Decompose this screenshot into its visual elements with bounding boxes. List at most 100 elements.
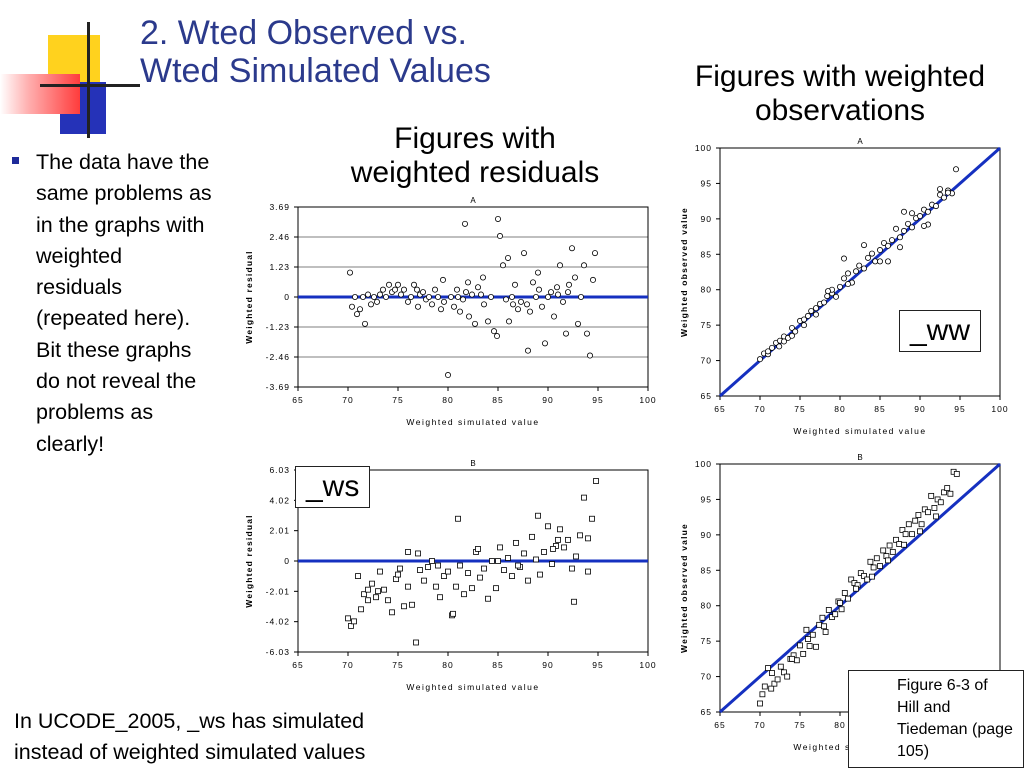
data-point bbox=[538, 303, 545, 310]
data-point bbox=[494, 215, 501, 222]
y-tick-label: 70 bbox=[701, 356, 712, 366]
data-point bbox=[397, 291, 404, 298]
x-tick-label: 65 bbox=[714, 720, 725, 730]
data-point bbox=[565, 281, 572, 288]
data-point bbox=[837, 599, 843, 606]
data-point bbox=[373, 298, 380, 305]
data-point bbox=[413, 286, 420, 293]
data-point bbox=[362, 320, 369, 327]
data-point bbox=[933, 513, 939, 520]
data-point bbox=[391, 286, 398, 293]
data-point bbox=[487, 294, 494, 301]
y-tick-label: -2.46 bbox=[266, 352, 290, 362]
y-tick-label: 0 bbox=[284, 292, 290, 302]
data-point bbox=[428, 301, 435, 308]
data-point bbox=[821, 623, 827, 630]
x-tick-label: 70 bbox=[754, 404, 765, 414]
data-point bbox=[937, 499, 944, 506]
y-tick-label: 95 bbox=[701, 494, 712, 504]
data-point bbox=[840, 255, 847, 262]
x-tick-label: 65 bbox=[292, 395, 303, 405]
x-tick-label: 90 bbox=[914, 404, 925, 414]
data-point bbox=[580, 262, 587, 269]
data-point bbox=[900, 227, 907, 234]
data-point bbox=[469, 585, 475, 592]
data-point bbox=[501, 567, 507, 573]
data-point bbox=[884, 242, 891, 249]
data-point bbox=[477, 574, 483, 581]
data-point bbox=[401, 603, 407, 610]
data-point bbox=[370, 294, 377, 301]
y-tick-label: 6.03 bbox=[269, 465, 290, 475]
chart-title: B bbox=[470, 459, 475, 468]
data-point bbox=[513, 539, 519, 546]
data-point bbox=[496, 233, 503, 240]
data-point bbox=[524, 347, 531, 354]
data-point bbox=[394, 281, 401, 288]
data-point bbox=[535, 512, 541, 519]
data-point bbox=[864, 254, 871, 261]
x-tick-label: 100 bbox=[991, 404, 1008, 414]
data-point bbox=[793, 657, 800, 664]
data-point bbox=[832, 293, 839, 300]
data-point bbox=[902, 531, 909, 538]
data-point bbox=[860, 265, 867, 272]
data-point bbox=[873, 555, 880, 562]
data-point bbox=[554, 291, 561, 298]
data-point bbox=[822, 629, 829, 635]
data-point bbox=[769, 670, 775, 676]
footer-note: In UCODE_2005, _ws has simulated instead… bbox=[14, 706, 365, 768]
data-point bbox=[918, 521, 925, 528]
data-point bbox=[545, 523, 551, 530]
data-point bbox=[564, 289, 571, 296]
data-point bbox=[425, 294, 432, 301]
data-point bbox=[434, 294, 441, 301]
slide-title-line1: 2. Wted Observed vs. bbox=[140, 14, 467, 52]
data-point bbox=[940, 194, 947, 201]
y-tick-label: 100 bbox=[695, 459, 712, 469]
y-tick-label: 3.69 bbox=[269, 202, 290, 212]
data-point bbox=[453, 583, 459, 590]
data-point bbox=[358, 606, 364, 613]
data-point bbox=[532, 294, 539, 301]
data-point bbox=[574, 320, 581, 327]
data-point bbox=[497, 544, 503, 551]
data-point bbox=[825, 607, 832, 613]
data-point bbox=[768, 685, 775, 692]
data-point bbox=[585, 568, 591, 575]
data-point bbox=[515, 562, 521, 569]
data-point bbox=[415, 550, 421, 557]
data-point bbox=[765, 665, 771, 671]
data-point bbox=[553, 543, 559, 549]
data-point bbox=[801, 316, 808, 323]
data-point bbox=[774, 676, 781, 683]
data-point bbox=[845, 595, 851, 602]
data-point bbox=[355, 573, 361, 579]
data-point bbox=[556, 262, 563, 269]
data-point bbox=[759, 691, 766, 698]
data-point bbox=[389, 609, 395, 616]
data-point bbox=[361, 591, 367, 598]
slide-title-line2: Wted Simulated Values bbox=[140, 52, 491, 90]
data-point bbox=[848, 576, 855, 583]
data-point bbox=[809, 631, 816, 638]
y-tick-label: -2.01 bbox=[266, 586, 290, 596]
y-tick-label: -6.03 bbox=[266, 647, 290, 657]
data-point bbox=[365, 586, 371, 593]
data-point bbox=[348, 622, 354, 629]
data-point bbox=[464, 279, 471, 286]
data-point bbox=[421, 577, 427, 584]
x-tick-label: 100 bbox=[639, 660, 656, 670]
x-tick-label: 65 bbox=[714, 404, 725, 414]
data-point bbox=[944, 189, 951, 196]
data-point bbox=[385, 281, 392, 288]
data-point bbox=[499, 262, 506, 269]
y-axis-label: Weighted observed value bbox=[679, 523, 689, 653]
data-point bbox=[803, 626, 810, 633]
data-point bbox=[864, 576, 871, 583]
data-point bbox=[777, 663, 784, 670]
data-point bbox=[456, 308, 463, 315]
data-point bbox=[804, 312, 811, 319]
x-axis-label: Weighted simulated value bbox=[406, 417, 539, 427]
data-point bbox=[419, 289, 426, 296]
